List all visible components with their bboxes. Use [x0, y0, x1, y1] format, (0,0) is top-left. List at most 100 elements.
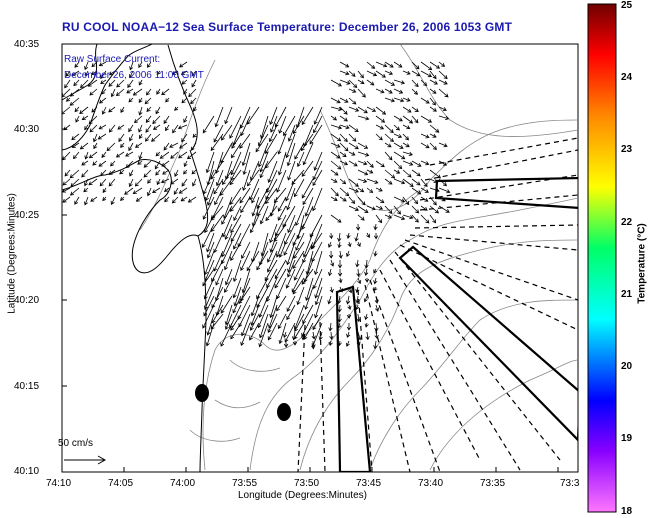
current-vector — [346, 250, 350, 258]
current-vector — [202, 268, 215, 287]
current-vector — [74, 61, 80, 68]
current-vector — [62, 106, 71, 115]
current-vector — [327, 295, 332, 305]
current-vector — [366, 79, 375, 86]
current-vector — [240, 250, 251, 272]
current-vector — [180, 70, 188, 75]
current-vector — [139, 133, 143, 140]
current-vector — [346, 232, 351, 239]
current-vector — [231, 142, 242, 159]
current-vector — [355, 223, 361, 231]
current-vector — [278, 115, 287, 134]
current-vector — [257, 142, 269, 168]
current-vector — [240, 196, 251, 214]
current-vector — [357, 115, 370, 121]
lon-tick: 73:35 — [480, 478, 506, 489]
current-vector — [134, 178, 143, 187]
current-vector — [339, 115, 348, 122]
current-vector — [375, 61, 388, 68]
colorbar-label: Temperature (°C) — [636, 223, 648, 304]
current-vector — [339, 178, 347, 185]
current-vector — [249, 214, 260, 234]
lon-tick: 74:10 — [46, 478, 72, 489]
current-vector — [118, 133, 125, 143]
current-vector — [74, 106, 80, 113]
current-vector — [233, 259, 242, 282]
current-vector — [152, 187, 161, 194]
current-vector — [81, 160, 89, 166]
current-vector — [64, 79, 71, 89]
current-vector — [138, 151, 143, 160]
current-vector — [348, 97, 357, 105]
current-vector — [69, 88, 80, 97]
current-vector — [239, 133, 251, 149]
current-vector — [411, 196, 419, 205]
current-vector — [70, 178, 80, 187]
current-vector — [145, 124, 152, 133]
current-vector — [259, 313, 269, 339]
current-vector — [159, 151, 170, 159]
current-vector — [132, 187, 143, 195]
current-vector — [287, 160, 296, 181]
current-vector — [357, 160, 368, 166]
current-vector — [366, 232, 370, 238]
current-vector — [429, 97, 436, 106]
current-vector — [259, 160, 269, 179]
current-vector — [69, 97, 80, 106]
axis-ticks — [62, 43, 559, 473]
current-vector — [429, 133, 437, 138]
lat-tick: 40:35 — [14, 39, 40, 50]
current-vector — [88, 115, 98, 125]
current-vector — [365, 331, 370, 341]
current-vector — [347, 241, 352, 248]
current-vector — [384, 88, 393, 94]
lat-tick: 40:30 — [14, 124, 40, 135]
current-vector — [205, 322, 215, 347]
current-vector — [375, 133, 383, 141]
current-vector — [364, 277, 370, 283]
current-vector — [274, 259, 287, 280]
current-vector — [337, 304, 342, 313]
current-vector — [98, 160, 107, 167]
colorbar-tick: 19 — [621, 433, 633, 444]
current-vector — [411, 79, 419, 88]
current-vector — [202, 196, 215, 220]
current-vector — [373, 223, 378, 231]
current-vector — [356, 241, 361, 248]
current-vector — [87, 79, 98, 87]
current-vector — [230, 214, 242, 234]
current-vector — [420, 160, 430, 166]
current-vector — [91, 61, 98, 68]
current-vector — [338, 250, 343, 259]
current-vector — [204, 214, 215, 234]
current-vector — [329, 286, 334, 294]
current-vector — [147, 178, 152, 184]
current-vector — [357, 214, 365, 221]
current-vector — [364, 268, 369, 276]
current-vector — [357, 277, 362, 285]
current-vector — [393, 214, 406, 221]
current-vector — [100, 70, 107, 80]
current-vector — [79, 106, 89, 114]
current-vector — [230, 223, 242, 243]
current-vector — [152, 124, 161, 130]
current-vector — [402, 178, 414, 187]
current-vector — [266, 250, 278, 273]
current-vector — [393, 124, 400, 131]
current-vector — [108, 124, 116, 133]
current-vector — [232, 277, 242, 299]
current-vector — [224, 106, 233, 125]
current-vector — [108, 169, 116, 175]
current-vector — [80, 79, 89, 89]
current-vector — [210, 133, 224, 152]
current-vector — [339, 97, 349, 103]
current-vector — [88, 178, 98, 186]
current-vector — [84, 178, 89, 187]
current-vector — [375, 187, 383, 192]
current-vector — [108, 79, 116, 87]
current-vector — [267, 322, 278, 341]
current-vector — [304, 286, 314, 310]
current-vector — [266, 268, 278, 289]
current-vector — [266, 241, 278, 263]
current-vector — [354, 232, 359, 242]
